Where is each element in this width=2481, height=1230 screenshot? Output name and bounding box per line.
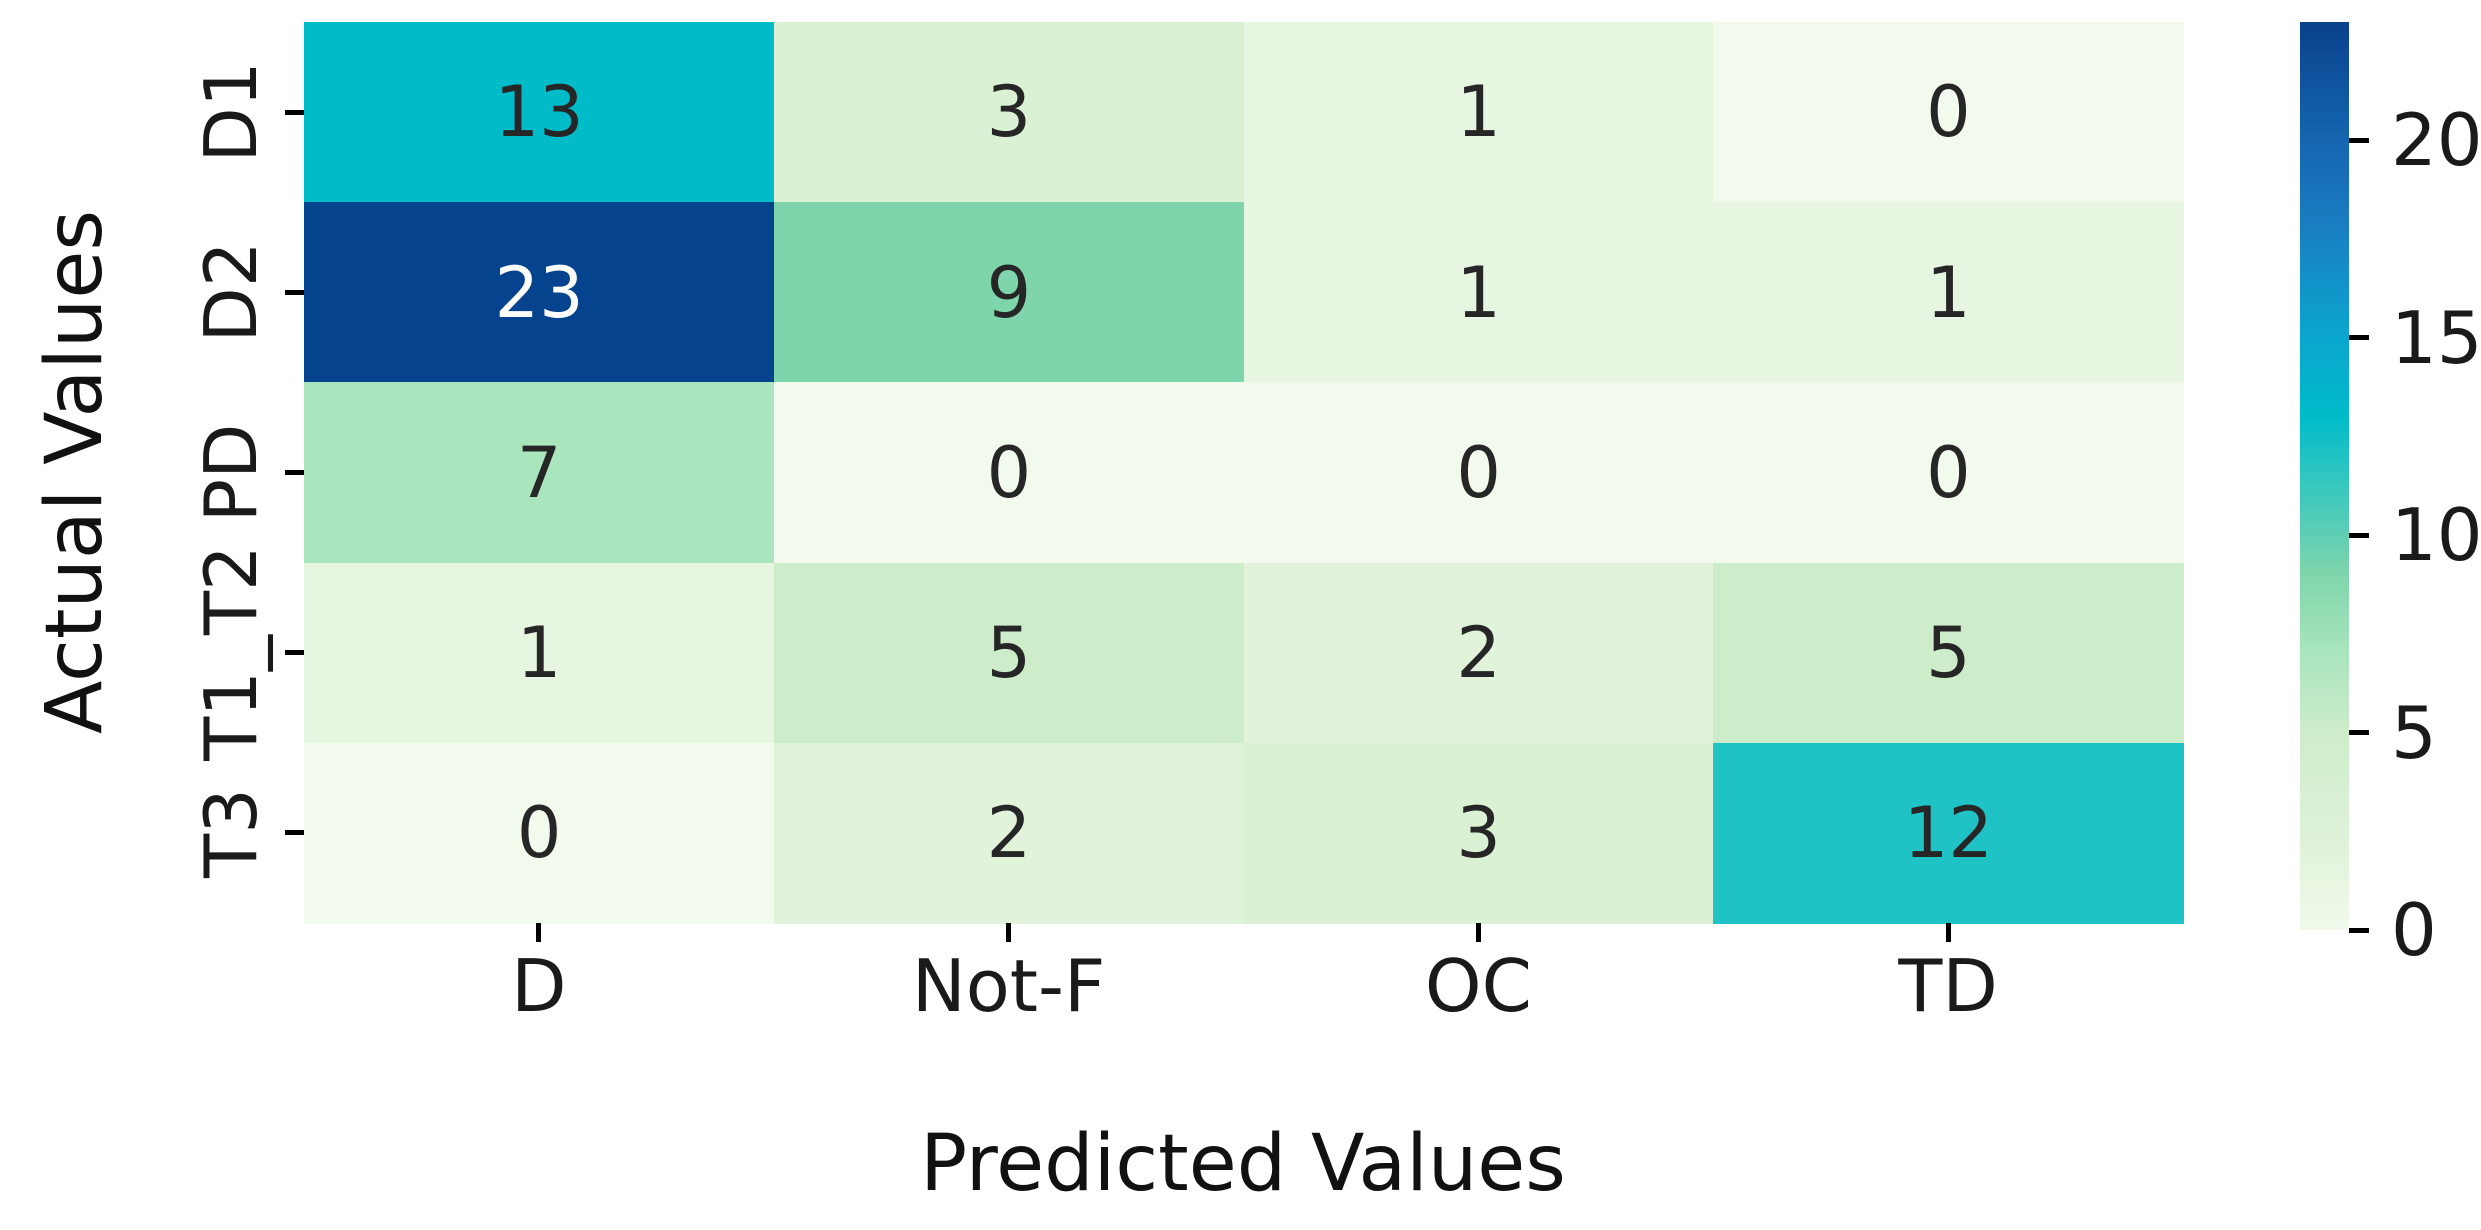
cell-value: 0 [986, 431, 1032, 514]
colorbar-tick-label: 20 [2391, 98, 2481, 183]
heatmap-cell: 0 [1713, 382, 2184, 564]
colorbar-tick-mark [2349, 137, 2369, 143]
cell-value: 23 [494, 251, 584, 334]
cell-value: 2 [986, 792, 1032, 875]
heatmap-cell: 1 [1243, 202, 1714, 383]
heatmap-cell: 1 [1243, 22, 1714, 203]
heatmap-cell: 0 [773, 382, 1245, 564]
cell-value: 12 [1903, 792, 1993, 875]
heatmap-cell: 12 [1713, 742, 2184, 924]
colorbar-tick-label: 10 [2391, 493, 2481, 578]
cell-value: 0 [1456, 431, 1501, 514]
colorbar-tick-label: 0 [2391, 888, 2437, 972]
x-tick-label: Not-F [911, 944, 1106, 1028]
colorbar-tick-label: 5 [2391, 690, 2437, 775]
heatmap-cell: 5 [773, 562, 1245, 744]
cell-value: 1 [1456, 251, 1501, 334]
heatmap-cell: 3 [773, 22, 1245, 203]
x-tick-mark [1475, 923, 1481, 942]
colorbar-tick-mark [2349, 335, 2369, 341]
x-tick-mark [536, 923, 542, 942]
y-tick-label: T1_T2 [189, 544, 273, 761]
cell-value: 13 [494, 71, 584, 154]
y-tick-label: D1 [189, 61, 273, 163]
heatmap-cell: 23 [304, 202, 775, 383]
cell-value: 3 [986, 71, 1032, 154]
cell-value: 1 [1926, 251, 1971, 334]
colorbar-tick-label: 15 [2391, 295, 2481, 380]
cell-value: 5 [1926, 611, 1971, 694]
cell-value: 7 [516, 431, 562, 514]
y-tick-mark [285, 289, 304, 295]
x-tick-mark [1006, 923, 1012, 942]
heatmap-cell: 1 [1713, 202, 2184, 383]
cell-value: 3 [1456, 792, 1501, 875]
cell-value: 0 [1926, 71, 1971, 154]
x-tick-label: OC [1424, 944, 1532, 1028]
x-tick-mark [1945, 923, 1951, 942]
heatmap-cell: 5 [1713, 562, 2184, 744]
cell-value: 1 [1456, 71, 1501, 154]
cell-value: 0 [1926, 431, 1971, 514]
y-tick-mark [285, 109, 304, 115]
heatmap-cell: 9 [773, 202, 1245, 383]
cell-value: 0 [516, 792, 562, 875]
colorbar-tick-mark [2349, 927, 2369, 933]
y-tick-label: D2 [189, 241, 273, 343]
heatmap-cell: 0 [1243, 382, 1714, 564]
cell-value: 9 [986, 251, 1032, 334]
cell-value: 5 [986, 611, 1032, 694]
heatmap-cell: 7 [304, 382, 775, 564]
y-tick-mark [285, 830, 304, 836]
cell-value: 2 [1456, 611, 1501, 694]
colorbar-tick-mark [2349, 532, 2369, 538]
x-axis-title: Predicted Values [920, 1119, 1566, 1209]
heatmap-cell: 2 [773, 742, 1245, 924]
heatmap-cell: 0 [1713, 22, 2184, 203]
x-tick-label: D [511, 944, 567, 1028]
y-axis-title: Actual Values [30, 210, 120, 734]
heatmap-cell: 13 [304, 22, 775, 203]
y-tick-mark [285, 470, 304, 475]
y-tick-mark [285, 650, 304, 656]
y-tick-label: PD [189, 423, 273, 522]
y-tick-label: T3 [189, 787, 273, 878]
colorbar-tick-mark [2349, 730, 2369, 736]
heatmap-cell: 3 [1243, 742, 1714, 924]
heatmap-cell: 1 [304, 562, 775, 744]
heatmap-grid: 13 3 1 0 23 9 1 1 7 0 0 0 1 5 2 5 0 2 3 12 [304, 22, 2184, 924]
colorbar [2300, 22, 2349, 930]
x-tick-label: TD [1898, 944, 1998, 1028]
heatmap-cell: 2 [1243, 562, 1714, 744]
cell-value: 1 [516, 611, 562, 694]
heatmap-cell: 0 [304, 742, 775, 924]
